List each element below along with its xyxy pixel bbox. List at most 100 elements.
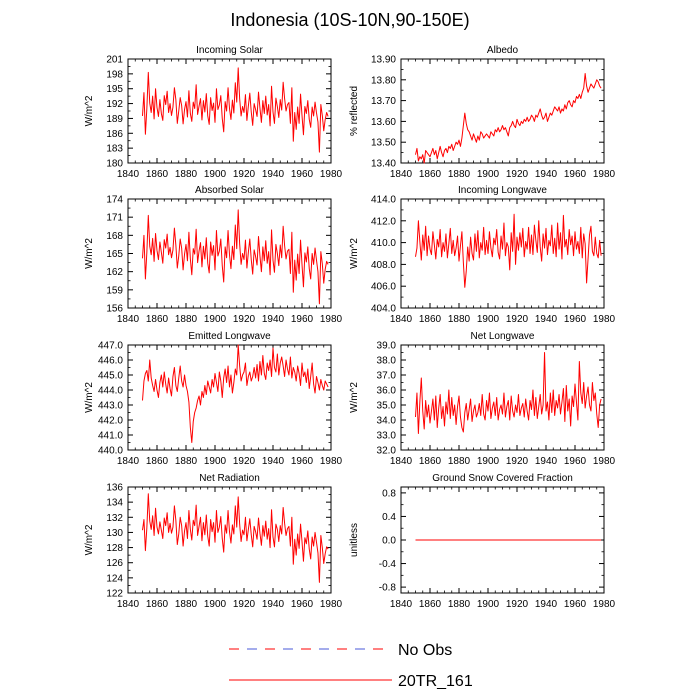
x-tick-label: 1940 xyxy=(262,169,285,180)
plot-frame xyxy=(400,58,605,164)
legend-label-20tr-161: 20TR_161 xyxy=(398,673,473,690)
y-tick-label: 410.0 xyxy=(371,238,396,249)
x-tick-label: 1920 xyxy=(233,599,256,610)
panel-title: Ground Snow Covered Fraction xyxy=(432,473,573,484)
y-tick-label: 38.0 xyxy=(377,356,397,367)
plot-frame xyxy=(127,486,332,594)
y-tick-label: 446.0 xyxy=(98,356,123,367)
legend: No Obs 20TR_161 xyxy=(229,642,473,690)
x-tick-label: 1920 xyxy=(233,456,256,467)
x-tick-label: 1960 xyxy=(291,456,314,467)
y-tick-label: 0.4 xyxy=(382,512,396,523)
y-tick-label: 122 xyxy=(106,589,123,600)
x-tick-label: 1840 xyxy=(117,456,140,467)
y-tick-label: 414.0 xyxy=(371,195,396,206)
x-tick-label: 1840 xyxy=(117,169,140,180)
y-axis-label: W/m^2 xyxy=(84,95,95,126)
y-tick-label: 168 xyxy=(106,231,123,242)
x-tick-label: 1860 xyxy=(146,456,169,467)
y-tick-label: 180 xyxy=(106,159,123,170)
y-tick-label: 13.40 xyxy=(371,159,396,170)
y-tick-label: 441.0 xyxy=(98,431,123,442)
x-tick-label: 1920 xyxy=(506,169,529,180)
x-tick-label: 1900 xyxy=(477,314,500,325)
x-tick-label: 1880 xyxy=(175,456,198,467)
panel-ground-snow-covered-fraction: Ground Snow Covered Fraction 1840 1860 1880… xyxy=(349,473,616,610)
x-tick-label: 1960 xyxy=(564,599,587,610)
y-tick-label: -0.8 xyxy=(379,583,397,594)
y-tick-label: 440.0 xyxy=(98,446,123,457)
y-tick-label: 13.60 xyxy=(371,117,396,128)
x-tick-label: 1860 xyxy=(146,599,169,610)
series-line xyxy=(142,209,329,305)
legend-entry-20tr-161: 20TR_161 xyxy=(229,673,473,690)
x-tick-label: 1940 xyxy=(262,456,285,467)
y-tick-label: 186 xyxy=(106,129,123,140)
x-tick-label: 1900 xyxy=(204,456,227,467)
y-tick-label: 201 xyxy=(106,55,123,66)
x-tick-label: 1860 xyxy=(419,456,442,467)
series-line xyxy=(415,352,602,434)
panel-albedo: Albedo 1840 1860 1880 1900 1920 1940 1960 1980 13… xyxy=(349,45,616,180)
x-tick-label: 1980 xyxy=(593,599,616,610)
y-tick-label: 174 xyxy=(106,195,123,206)
y-tick-label: 406.0 xyxy=(371,282,396,293)
y-tick-label: 126 xyxy=(106,558,123,569)
series-line xyxy=(415,73,602,164)
x-tick-label: 1880 xyxy=(448,314,471,325)
y-tick-label: 13.80 xyxy=(371,75,396,86)
y-tick-label: 134 xyxy=(106,498,123,509)
y-tick-label: 412.0 xyxy=(371,216,396,227)
y-tick-label: 0.0 xyxy=(382,536,396,547)
y-tick-label: 162 xyxy=(106,267,123,278)
y-tick-label: 442.0 xyxy=(98,416,123,427)
y-tick-label: 0.8 xyxy=(382,488,396,499)
series-line xyxy=(415,213,602,288)
y-tick-label: 165 xyxy=(106,249,123,260)
y-tick-label: 36.0 xyxy=(377,386,397,397)
y-tick-label: 192 xyxy=(106,99,123,110)
x-tick-label: 1880 xyxy=(448,169,471,180)
series-line xyxy=(142,493,329,583)
x-tick-label: 1940 xyxy=(535,599,558,610)
panel-net-radiation: Net Radiation 1840 1860 1880 1900 1920 1940 196… xyxy=(84,473,343,610)
x-tick-label: 1840 xyxy=(117,599,140,610)
panel-title: Albedo xyxy=(487,45,519,56)
x-tick-label: 1960 xyxy=(564,169,587,180)
y-tick-label: 32.0 xyxy=(377,446,397,457)
panel-title: Absorbed Solar xyxy=(195,185,265,196)
y-axis-label: W/m^2 xyxy=(84,524,95,555)
panel-title: Net Longwave xyxy=(471,331,535,342)
y-tick-label: 13.90 xyxy=(371,55,396,66)
x-tick-label: 1900 xyxy=(477,599,500,610)
panel-emitted-longwave: Emitted Longwave 1840 1860 1880 1900 1920 1940… xyxy=(84,331,343,467)
y-tick-label: 130 xyxy=(106,528,123,539)
y-axis-label: % reflected xyxy=(349,86,360,136)
x-tick-label: 1860 xyxy=(419,169,442,180)
y-axis-label: W/m^2 xyxy=(84,382,95,413)
y-tick-label: 404.0 xyxy=(371,304,396,315)
y-tick-label: 124 xyxy=(106,573,123,584)
panel-incoming-longwave: Incoming Longwave 1840 1860 1880 1900 1920 194… xyxy=(349,185,616,325)
x-tick-label: 1900 xyxy=(477,169,500,180)
x-tick-label: 1980 xyxy=(320,456,343,467)
y-tick-label: 443.0 xyxy=(98,401,123,412)
y-tick-label: 37.0 xyxy=(377,371,397,382)
y-tick-label: 195 xyxy=(106,84,123,95)
y-tick-label: 13.70 xyxy=(371,96,396,107)
x-tick-label: 1840 xyxy=(117,314,140,325)
x-tick-label: 1840 xyxy=(390,169,413,180)
y-tick-label: 445.0 xyxy=(98,371,123,382)
y-tick-label: 39.0 xyxy=(377,341,397,352)
series-line xyxy=(142,344,329,443)
panel-title: Emitted Longwave xyxy=(188,331,271,342)
x-tick-label: 1880 xyxy=(175,314,198,325)
x-tick-label: 1920 xyxy=(233,169,256,180)
x-tick-label: 1880 xyxy=(175,169,198,180)
x-tick-label: 1840 xyxy=(390,314,413,325)
x-tick-label: 1960 xyxy=(564,456,587,467)
x-tick-label: 1980 xyxy=(593,169,616,180)
x-tick-label: 1940 xyxy=(535,169,558,180)
y-tick-label: 34.0 xyxy=(377,416,397,427)
x-tick-label: 1940 xyxy=(535,456,558,467)
